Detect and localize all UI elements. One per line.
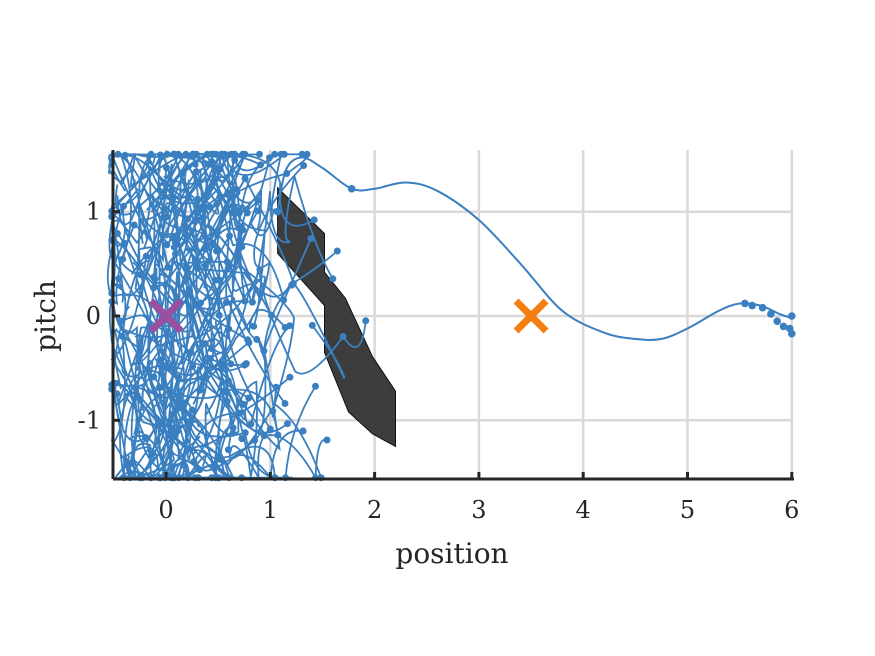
x-axis-label: position [395, 537, 508, 570]
markers [148, 298, 549, 334]
y-tick-label: 0 [86, 302, 101, 330]
rollout-path [107, 150, 168, 263]
rollout-path [147, 153, 222, 272]
rollout-path [130, 356, 185, 479]
rollout-path [204, 176, 334, 305]
x-tick-label: 1 [263, 496, 278, 524]
rollout-path [177, 337, 224, 456]
x-tick-label: 2 [367, 496, 382, 524]
x-tick-label: 5 [680, 496, 695, 524]
rollout-path [137, 332, 196, 478]
main-trajectory-node [347, 184, 356, 193]
y-tick-label: -1 [78, 406, 101, 434]
end-cluster-node [788, 312, 796, 320]
rollout-path [132, 190, 234, 317]
x-tick-label: 4 [576, 496, 591, 524]
rollout-path [185, 222, 276, 479]
rollout-path [200, 269, 367, 375]
rollout-path [110, 305, 174, 479]
x-tick-label: 3 [471, 496, 486, 524]
x-tick-label: 0 [158, 496, 173, 524]
main-trajectory-node [273, 207, 282, 216]
axes: 0 1 2 3 4 5 6 -1 0 1 [78, 150, 799, 524]
rollout-path [149, 165, 273, 316]
rollout-path [163, 382, 240, 461]
x-tick-label: 6 [784, 496, 799, 524]
end-cluster-node [788, 329, 796, 338]
rollout-path [130, 159, 236, 275]
rollout-path [158, 345, 200, 478]
obstacle-region [277, 186, 396, 448]
rollout-path [184, 376, 291, 457]
end-cluster-node [779, 322, 788, 331]
rollout-path [130, 200, 162, 464]
rollout-path [162, 153, 222, 305]
end-cluster-node [758, 303, 767, 312]
rollout-path [142, 216, 207, 326]
obstacle-polygon [277, 186, 396, 448]
main-trajectory [276, 156, 793, 341]
rollout-path [203, 176, 346, 379]
start-marker-stroke [148, 298, 184, 334]
rollout-path [201, 238, 312, 472]
end-cluster-node [773, 317, 781, 326]
y-tick-label: 1 [86, 198, 101, 226]
end-cluster-node [767, 310, 775, 318]
rollout-path [167, 161, 241, 249]
goal-marker [513, 298, 549, 334]
rollout-path [110, 293, 167, 471]
rollout-path [200, 250, 338, 298]
rollout-path [142, 264, 295, 418]
main-trajectory-node [741, 299, 749, 308]
rollout-path [171, 247, 245, 406]
start-marker [148, 298, 184, 334]
goal-marker-stroke [513, 298, 549, 334]
end-cluster-node [748, 301, 756, 310]
rollout-path [110, 256, 175, 481]
trajectory-node [119, 255, 127, 263]
rollout-path [110, 239, 127, 335]
y-axis-label: pitch [29, 280, 62, 352]
rollout-path [202, 154, 282, 240]
